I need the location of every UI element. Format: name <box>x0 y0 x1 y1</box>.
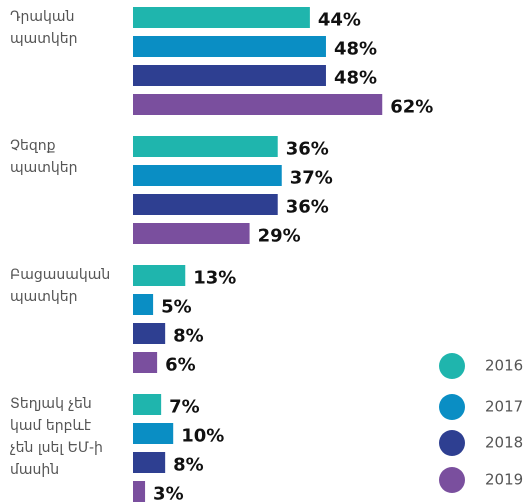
bar <box>133 223 250 244</box>
legend-marker <box>439 430 465 456</box>
value-label: 8% <box>173 326 204 347</box>
value-label: 36% <box>286 139 329 160</box>
bar <box>133 194 278 215</box>
bar <box>133 481 146 502</box>
category-label: Դրական պատկեր <box>10 9 78 47</box>
value-label: 5% <box>161 297 192 318</box>
bar <box>133 36 326 57</box>
value-label: 3% <box>153 484 184 504</box>
value-label: 62% <box>390 97 433 118</box>
bar <box>133 65 326 86</box>
bar <box>133 294 154 315</box>
legend-marker <box>439 353 465 379</box>
value-label: 7% <box>169 397 200 418</box>
bar <box>133 452 166 473</box>
bar <box>133 394 162 415</box>
category-label: Բացասական պատկեր <box>10 267 110 305</box>
legend-marker <box>439 467 465 493</box>
value-label: 44% <box>318 10 361 31</box>
bar <box>133 423 174 444</box>
bar <box>133 7 310 28</box>
legend-marker <box>439 394 465 420</box>
legend-label: 2018 <box>485 434 523 452</box>
value-label: 37% <box>290 168 333 189</box>
value-label: 13% <box>193 268 236 289</box>
value-label: 48% <box>334 68 377 89</box>
value-label: 6% <box>165 355 196 376</box>
value-label: 36% <box>286 197 329 218</box>
bar <box>133 94 383 115</box>
category-label: Չեզոք պատկեր <box>10 138 78 176</box>
bar <box>133 136 278 157</box>
bar <box>133 323 166 344</box>
category-label: Տեղյակ չեն կամ երբևէ չեն լսել ԵՄ-ի մասին <box>10 396 103 478</box>
legend-label: 2019 <box>485 471 523 489</box>
value-label: 48% <box>334 39 377 60</box>
value-label: 10% <box>181 426 224 447</box>
legend-label: 2016 <box>485 357 523 375</box>
value-label: 29% <box>258 226 301 247</box>
value-label: 8% <box>173 455 204 476</box>
bar <box>133 352 158 373</box>
legend-label: 2017 <box>485 398 523 416</box>
bar <box>133 265 186 286</box>
bar <box>133 165 282 186</box>
